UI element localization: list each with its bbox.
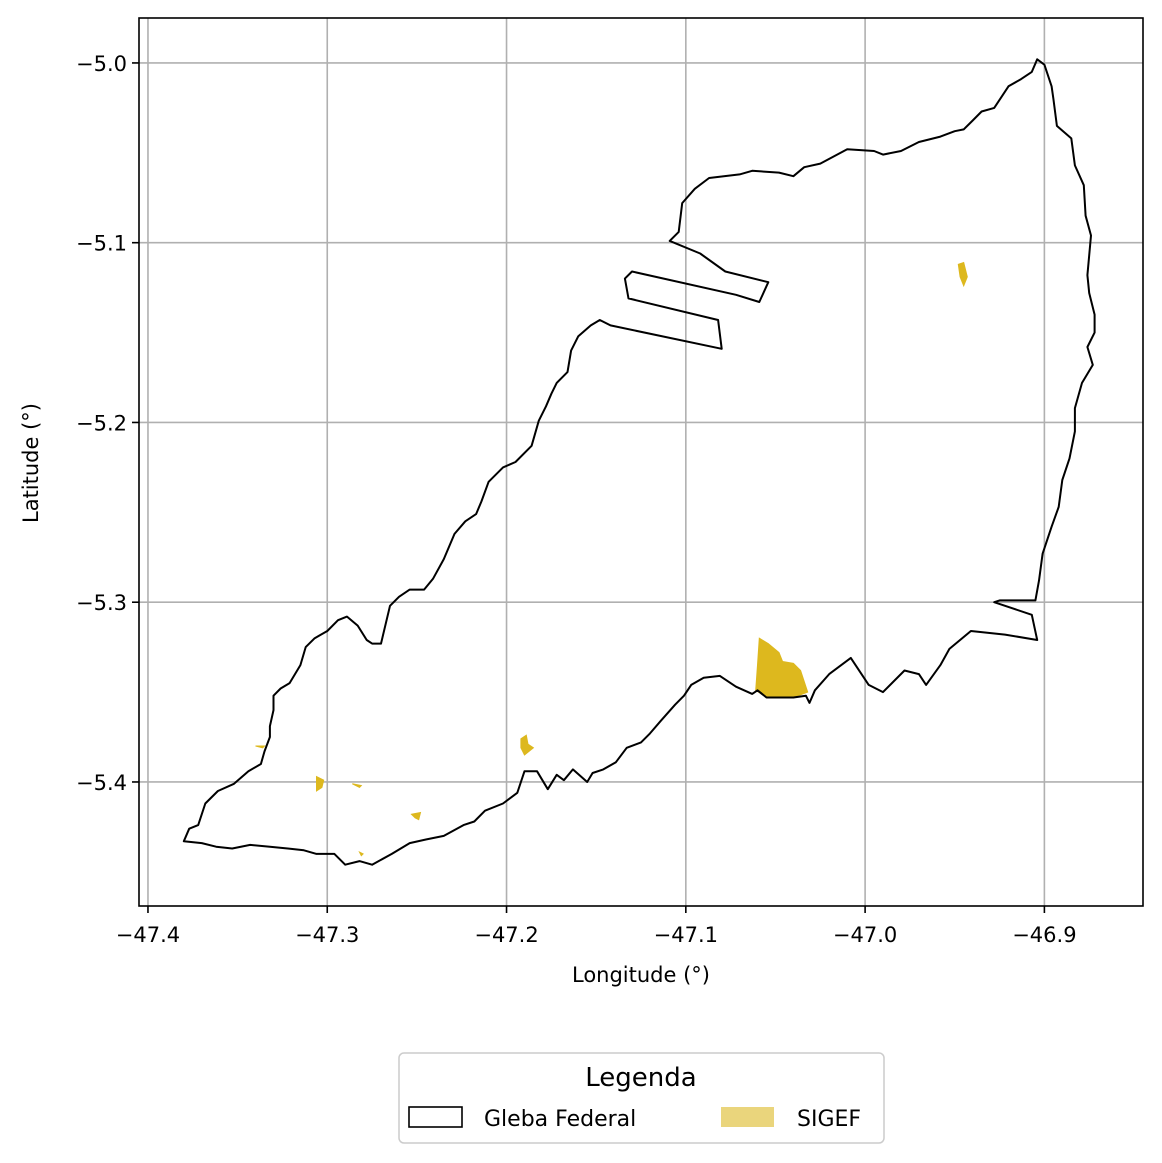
y-axis-label: Latitude (°) (19, 403, 43, 523)
x-tick-label: −46.9 (1012, 923, 1076, 947)
legend-swatch-sigef (721, 1107, 774, 1127)
x-axis-ticks: −47.4 −47.3 −47.2 −47.1 −47.0 −46.9 (116, 906, 1077, 947)
y-tick-label: −5.3 (76, 591, 127, 615)
sigef-parcel (316, 775, 325, 792)
plot-frame (138, 17, 1144, 907)
y-tick-label: −5.0 (76, 52, 127, 76)
sigef-parcel (520, 734, 535, 756)
x-tick-label: −47.0 (833, 923, 897, 947)
gleba-federal-boundary (182, 58, 1096, 866)
x-tick-label: −47.1 (654, 923, 718, 947)
legend-label-sigef: SIGEF (797, 1107, 861, 1132)
y-tick-label: −5.4 (76, 771, 127, 795)
sigef-parcel (410, 811, 422, 821)
y-tick-label: −5.1 (76, 232, 127, 256)
sigef-parcel (957, 261, 968, 288)
x-tick-label: −47.4 (116, 923, 180, 947)
legend-swatch-gleba-federal (408, 1106, 463, 1128)
y-tick-label: −5.2 (76, 411, 127, 435)
sigef-parcels (255, 261, 968, 857)
legend: Legenda Gleba Federal SIGEF (398, 1052, 885, 1144)
grid-lines (139, 18, 1143, 906)
gleba-federal-outline (182, 58, 1096, 866)
sigef-parcel (255, 745, 266, 749)
legend-label-gleba-federal: Gleba Federal (484, 1107, 636, 1132)
legend-title: Legenda (585, 1063, 696, 1093)
sigef-parcel (358, 850, 364, 857)
x-axis-label: Longitude (°) (572, 963, 710, 987)
x-tick-label: −47.2 (474, 923, 538, 947)
x-tick-label: −47.3 (295, 923, 359, 947)
sigef-parcel (755, 637, 809, 698)
y-axis-ticks: −5.0 −5.1 −5.2 −5.3 −5.4 (76, 52, 139, 795)
sigef-parcel (352, 783, 363, 789)
